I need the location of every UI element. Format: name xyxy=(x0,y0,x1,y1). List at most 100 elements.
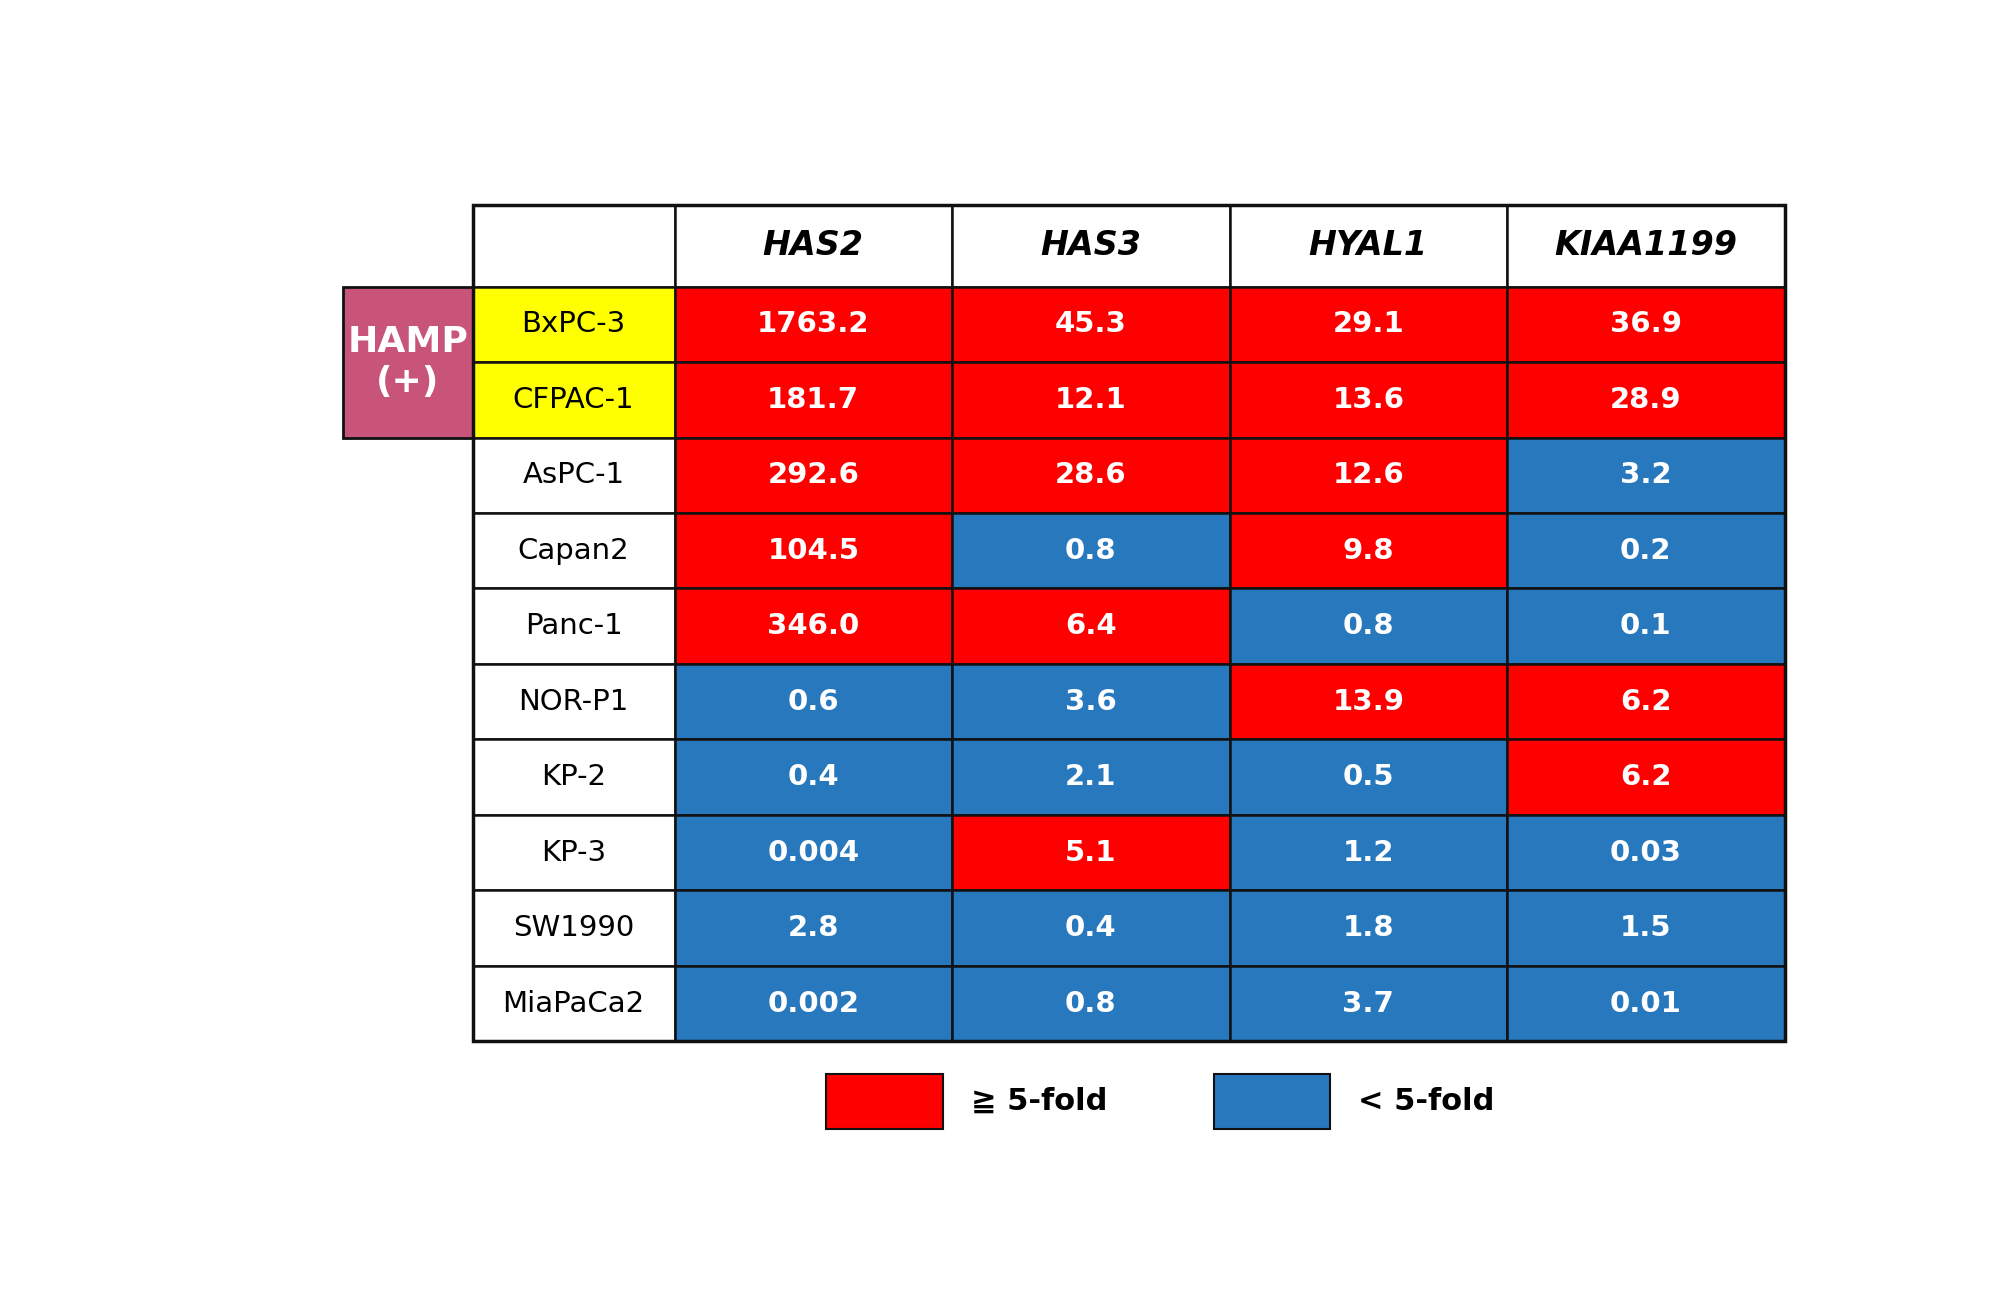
Bar xyxy=(952,815,1230,891)
Bar xyxy=(1230,362,1508,437)
Bar xyxy=(674,287,952,362)
Text: 104.5: 104.5 xyxy=(768,537,860,565)
Text: 0.8: 0.8 xyxy=(1342,612,1394,640)
Text: 0.2: 0.2 xyxy=(1620,537,1672,565)
Bar xyxy=(1508,362,1784,437)
Bar xyxy=(1508,815,1784,891)
Text: 292.6: 292.6 xyxy=(768,462,860,489)
Text: 29.1: 29.1 xyxy=(1332,310,1404,339)
Text: 2.1: 2.1 xyxy=(1066,763,1116,791)
Text: Panc-1: Panc-1 xyxy=(524,612,622,640)
Bar xyxy=(952,891,1230,966)
Text: SW1990: SW1990 xyxy=(514,914,634,943)
Text: 0.4: 0.4 xyxy=(788,763,840,791)
Text: 3.2: 3.2 xyxy=(1620,462,1672,489)
Text: HYAL1: HYAL1 xyxy=(1308,229,1428,262)
Bar xyxy=(952,287,1230,362)
Bar xyxy=(826,1074,942,1129)
Bar xyxy=(472,966,674,1041)
Text: ≧ 5-fold: ≧ 5-fold xyxy=(970,1087,1106,1116)
Bar xyxy=(952,206,1230,287)
Bar xyxy=(1508,966,1784,1041)
Text: 0.1: 0.1 xyxy=(1620,612,1672,640)
Text: 3.6: 3.6 xyxy=(1064,688,1116,715)
Text: 6.2: 6.2 xyxy=(1620,688,1672,715)
Text: NOR-P1: NOR-P1 xyxy=(518,688,628,715)
Bar xyxy=(674,437,952,513)
Bar xyxy=(1214,1074,1330,1129)
Bar xyxy=(344,287,472,437)
Text: 1763.2: 1763.2 xyxy=(758,310,870,339)
Bar xyxy=(472,815,674,891)
Bar xyxy=(674,513,952,588)
Text: < 5-fold: < 5-fold xyxy=(1358,1087,1494,1116)
Bar xyxy=(1230,287,1508,362)
Text: 28.6: 28.6 xyxy=(1054,462,1126,489)
Bar xyxy=(472,740,674,815)
Text: 0.4: 0.4 xyxy=(1064,914,1116,943)
Text: 181.7: 181.7 xyxy=(768,385,860,414)
Bar xyxy=(472,206,1784,1041)
Bar xyxy=(1508,513,1784,588)
Bar xyxy=(952,362,1230,437)
Text: 0.002: 0.002 xyxy=(768,989,860,1018)
Bar xyxy=(472,663,674,740)
Bar xyxy=(1230,588,1508,663)
Text: 0.6: 0.6 xyxy=(788,688,840,715)
Text: 5.1: 5.1 xyxy=(1066,839,1116,866)
Bar xyxy=(1230,815,1508,891)
Text: 1.5: 1.5 xyxy=(1620,914,1672,943)
Text: HAS2: HAS2 xyxy=(762,229,864,262)
Bar xyxy=(674,206,952,287)
Bar xyxy=(1230,513,1508,588)
Bar xyxy=(1230,206,1508,287)
Bar xyxy=(674,362,952,437)
Bar xyxy=(1230,966,1508,1041)
Text: KIAA1199: KIAA1199 xyxy=(1554,229,1738,262)
Text: 0.03: 0.03 xyxy=(1610,839,1682,866)
Bar xyxy=(472,891,674,966)
Bar xyxy=(952,740,1230,815)
Bar xyxy=(1230,740,1508,815)
Bar xyxy=(1230,663,1508,740)
Bar xyxy=(674,740,952,815)
Bar xyxy=(952,437,1230,513)
Bar xyxy=(472,206,674,287)
Bar xyxy=(472,287,674,362)
Text: 0.5: 0.5 xyxy=(1342,763,1394,791)
Bar xyxy=(472,437,674,513)
Text: 9.8: 9.8 xyxy=(1342,537,1394,565)
Text: HAS3: HAS3 xyxy=(1040,229,1142,262)
Bar xyxy=(952,966,1230,1041)
Bar xyxy=(472,513,674,588)
Text: 12.6: 12.6 xyxy=(1332,462,1404,489)
Text: 13.9: 13.9 xyxy=(1332,688,1404,715)
Text: BxPC-3: BxPC-3 xyxy=(522,310,626,339)
Text: AsPC-1: AsPC-1 xyxy=(522,462,624,489)
Text: 6.2: 6.2 xyxy=(1620,763,1672,791)
Bar xyxy=(1230,437,1508,513)
Text: 6.4: 6.4 xyxy=(1064,612,1116,640)
Text: 36.9: 36.9 xyxy=(1610,310,1682,339)
Text: HAMP
(+): HAMP (+) xyxy=(348,326,468,398)
Bar xyxy=(674,891,952,966)
Text: MiaPaCa2: MiaPaCa2 xyxy=(502,989,644,1018)
Text: 1.8: 1.8 xyxy=(1342,914,1394,943)
Bar xyxy=(1508,287,1784,362)
Text: 45.3: 45.3 xyxy=(1054,310,1126,339)
Bar xyxy=(952,513,1230,588)
Bar xyxy=(1508,740,1784,815)
Bar xyxy=(1508,891,1784,966)
Text: 1.2: 1.2 xyxy=(1342,839,1394,866)
Text: 13.6: 13.6 xyxy=(1332,385,1404,414)
Text: 0.8: 0.8 xyxy=(1066,989,1116,1018)
Bar xyxy=(674,966,952,1041)
Text: 3.7: 3.7 xyxy=(1342,989,1394,1018)
Bar xyxy=(674,815,952,891)
Text: Capan2: Capan2 xyxy=(518,537,630,565)
Text: KP-2: KP-2 xyxy=(542,763,606,791)
Text: 0.8: 0.8 xyxy=(1066,537,1116,565)
Text: 28.9: 28.9 xyxy=(1610,385,1682,414)
Text: 2.8: 2.8 xyxy=(788,914,838,943)
Text: 0.01: 0.01 xyxy=(1610,989,1682,1018)
